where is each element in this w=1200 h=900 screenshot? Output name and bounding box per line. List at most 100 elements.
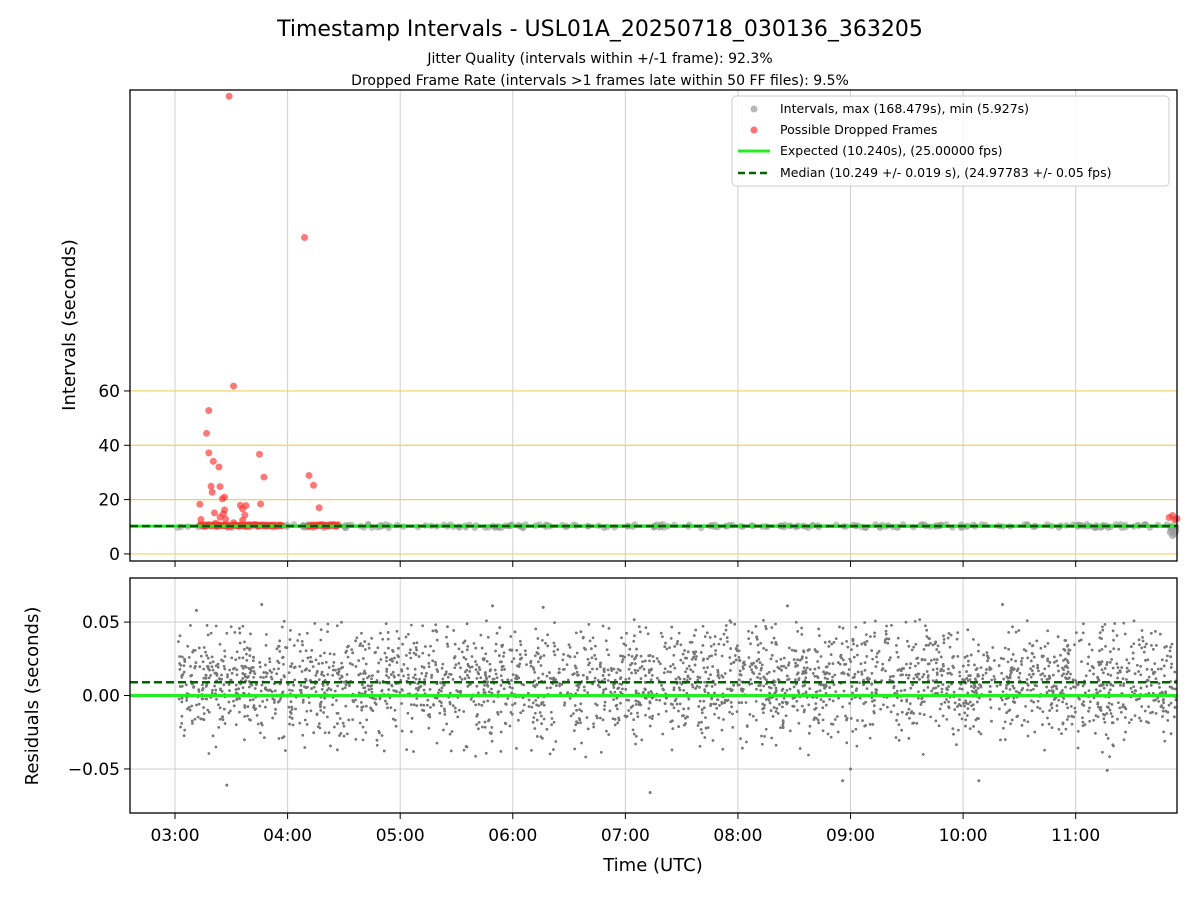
residual-point bbox=[816, 660, 819, 663]
residual-point bbox=[233, 631, 236, 634]
residual-point bbox=[508, 686, 511, 689]
residual-point bbox=[603, 708, 606, 711]
residual-point bbox=[1120, 666, 1123, 669]
residual-point bbox=[194, 661, 197, 664]
residual-point bbox=[238, 697, 241, 700]
residual-point bbox=[343, 681, 346, 684]
residual-point bbox=[432, 704, 435, 707]
residual-point bbox=[325, 661, 328, 664]
residual-point bbox=[774, 623, 777, 626]
residual-point bbox=[735, 658, 738, 661]
residual-point bbox=[602, 718, 605, 721]
residual-point bbox=[886, 642, 889, 645]
dropped-frame-point-18 bbox=[257, 500, 264, 507]
dropped-frame-point-8 bbox=[256, 451, 263, 458]
residual-point bbox=[514, 630, 517, 633]
residual-point bbox=[262, 676, 265, 679]
residual-point bbox=[576, 689, 579, 692]
residual-point bbox=[763, 677, 766, 680]
residual-point bbox=[1158, 686, 1161, 689]
residual-point bbox=[1136, 664, 1139, 667]
residual-point bbox=[291, 717, 294, 720]
residual-point bbox=[854, 626, 857, 629]
residual-point bbox=[434, 629, 437, 632]
residual-point bbox=[318, 678, 321, 681]
residual-point bbox=[936, 667, 939, 670]
residual-point bbox=[1005, 697, 1008, 700]
residual-point bbox=[1143, 651, 1146, 654]
residual-point bbox=[274, 708, 277, 711]
residual-point bbox=[786, 675, 789, 678]
residual-point bbox=[385, 674, 388, 677]
residual-point bbox=[1061, 674, 1064, 677]
residual-point bbox=[243, 641, 246, 644]
residual-point bbox=[1108, 702, 1111, 705]
residual-point bbox=[895, 644, 898, 647]
residual-point bbox=[774, 643, 777, 646]
residual-point bbox=[478, 721, 481, 724]
residual-point bbox=[927, 686, 930, 689]
residual-point bbox=[481, 647, 484, 650]
residual-point bbox=[806, 666, 809, 669]
residual-point bbox=[740, 701, 743, 704]
residual-point bbox=[1013, 701, 1016, 704]
residual-point bbox=[664, 642, 667, 645]
residual-point bbox=[934, 641, 937, 644]
residual-point bbox=[794, 662, 797, 665]
residual-point bbox=[1107, 673, 1110, 676]
residual-point bbox=[920, 703, 923, 706]
residual-point bbox=[546, 728, 549, 731]
residual-point bbox=[1056, 709, 1059, 712]
residual-point bbox=[725, 629, 728, 632]
residual-point bbox=[256, 714, 259, 717]
residual-point bbox=[387, 631, 390, 634]
residual-point bbox=[1037, 700, 1040, 703]
residual-point bbox=[967, 680, 970, 683]
residual-point bbox=[318, 722, 321, 725]
residual-point bbox=[296, 639, 299, 642]
residual-point bbox=[986, 651, 989, 654]
residual-point bbox=[222, 683, 225, 686]
residual-point bbox=[860, 643, 863, 646]
residual-point bbox=[485, 677, 488, 680]
residual-point bbox=[620, 636, 623, 639]
residual-point bbox=[586, 677, 589, 680]
residual-point bbox=[828, 698, 831, 701]
residual-point bbox=[584, 756, 587, 759]
residual-point bbox=[755, 719, 758, 722]
residual-point bbox=[665, 710, 668, 713]
residual-point bbox=[284, 646, 287, 649]
residual-point bbox=[749, 642, 752, 645]
residual-point bbox=[1092, 666, 1095, 669]
residual-point bbox=[278, 639, 281, 642]
residual-point bbox=[947, 705, 950, 708]
residual-point bbox=[1082, 721, 1085, 724]
residual-point bbox=[484, 652, 487, 655]
residual-point bbox=[449, 733, 452, 736]
residual-point bbox=[596, 704, 599, 707]
residual-point bbox=[729, 669, 732, 672]
residual-point bbox=[208, 676, 211, 679]
residual-point bbox=[985, 672, 988, 675]
residual-point bbox=[602, 674, 605, 677]
residual-point bbox=[301, 670, 304, 673]
residual-point bbox=[580, 710, 583, 713]
residual-point bbox=[202, 706, 205, 709]
residual-point bbox=[407, 633, 410, 636]
dropped-frame-point-22 bbox=[242, 502, 249, 509]
residual-point bbox=[209, 662, 212, 665]
residual-point bbox=[1171, 687, 1174, 690]
residual-point bbox=[857, 671, 860, 674]
residual-point bbox=[532, 684, 535, 687]
residual-point bbox=[266, 698, 269, 701]
residual-point bbox=[1095, 692, 1098, 695]
residual-point bbox=[418, 678, 421, 681]
residual-point bbox=[338, 734, 341, 737]
residual-point bbox=[592, 636, 595, 639]
residual-point bbox=[341, 666, 344, 669]
residual-point bbox=[648, 669, 651, 672]
residual-point bbox=[762, 711, 765, 714]
residual-point bbox=[888, 659, 891, 662]
residual-point bbox=[259, 665, 262, 668]
residual-point bbox=[964, 725, 967, 728]
